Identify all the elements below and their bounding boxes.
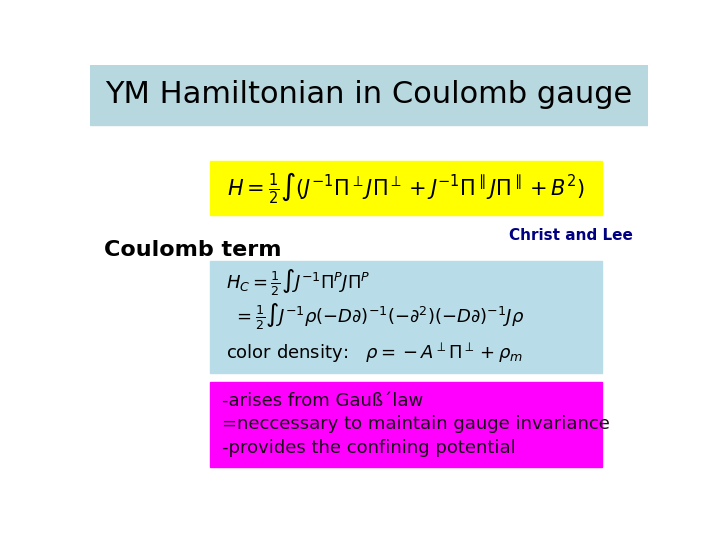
FancyBboxPatch shape <box>210 161 601 215</box>
FancyBboxPatch shape <box>90 65 648 125</box>
Text: =neccessary to maintain gauge invariance: =neccessary to maintain gauge invariance <box>222 415 610 434</box>
Text: -provides the confining potential: -provides the confining potential <box>222 439 516 457</box>
Text: $H = \frac{1}{2}\int(J^{-1}\Pi^{\perp}J\Pi^{\perp} + J^{-1}\Pi^{\parallel}J\Pi^{: $H = \frac{1}{2}\int(J^{-1}\Pi^{\perp}J\… <box>227 171 585 206</box>
FancyBboxPatch shape <box>210 261 601 373</box>
FancyBboxPatch shape <box>210 382 601 467</box>
Text: color density:   $\rho = -A^{\perp}\Pi^{\perp} + \rho_m$: color density: $\rho = -A^{\perp}\Pi^{\p… <box>225 342 523 366</box>
Text: $H_C = \frac{1}{2}\int J^{-1}\Pi^{P}J\Pi^{P}$: $H_C = \frac{1}{2}\int J^{-1}\Pi^{P}J\Pi… <box>225 268 370 298</box>
Text: Christ and Lee: Christ and Lee <box>508 228 632 243</box>
Text: -arises from Gauß´law: -arises from Gauß´law <box>222 392 423 410</box>
Text: $= \frac{1}{2}\int J^{-1}\rho(-D\partial)^{-1}(-\partial^2)(-D\partial)^{-1}J\rh: $= \frac{1}{2}\int J^{-1}\rho(-D\partial… <box>233 302 525 332</box>
Text: Coulomb term: Coulomb term <box>104 240 282 260</box>
Text: YM Hamiltonian in Coulomb gauge: YM Hamiltonian in Coulomb gauge <box>105 80 633 109</box>
